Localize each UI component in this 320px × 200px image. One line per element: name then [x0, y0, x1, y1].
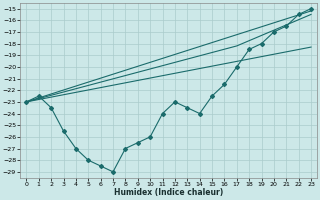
X-axis label: Humidex (Indice chaleur): Humidex (Indice chaleur)	[114, 188, 223, 197]
